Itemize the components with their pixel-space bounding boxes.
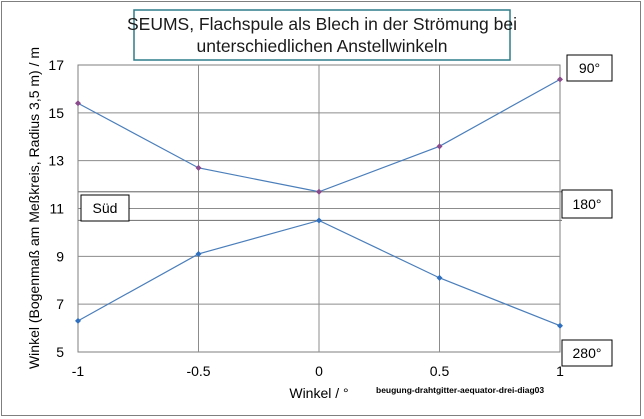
series-1-point-0 — [75, 317, 81, 324]
chart-title-line-1: SEUMS, Flachspule als Blech in der Ström… — [127, 14, 517, 34]
x-tick-label-0: -1 — [72, 363, 85, 379]
y-tick-label-2: 9 — [56, 248, 64, 264]
series-0-point-1 — [195, 164, 202, 171]
x-tick-label-1: -0.5 — [186, 363, 210, 379]
y-tick-label-3: 11 — [49, 201, 64, 217]
credit-text: beugung-drahtgitter-aequator-drei-diag03 — [376, 385, 544, 395]
label-sued: Süd — [93, 200, 118, 216]
y-tick-label-4: 13 — [48, 153, 64, 169]
x-tick-labels: -1 -0.5 0 0.5 1 — [72, 363, 564, 379]
reference-lines — [78, 191, 562, 222]
y-tick-label-0: 5 — [56, 344, 64, 360]
gridlines — [78, 65, 560, 352]
data-markers — [75, 76, 563, 329]
y-tick-label-6: 17 — [48, 57, 64, 73]
y-tick-labels: 5 7 9 11 13 15 17 — [48, 57, 64, 360]
label-90-box — [566, 54, 613, 82]
series-0-point-4 — [557, 76, 563, 83]
series-1-point-1 — [195, 250, 202, 257]
label-180: 180° — [573, 196, 602, 212]
y-axis-title: Winkel (Bogenmaß am Meßkreis, Radius 3,5… — [26, 47, 42, 369]
label-280: 280° — [573, 345, 602, 361]
label-sued-box — [80, 194, 130, 222]
chart-title-line-2: unterschiedlichen Anstellwinkeln — [197, 36, 448, 56]
series-1-point-2 — [316, 217, 322, 224]
series-1-point-4 — [557, 322, 563, 329]
x-tick-label-2: 0 — [315, 363, 323, 379]
series-1-point-3 — [436, 274, 443, 281]
series-0-point-2 — [316, 188, 322, 195]
y-tick-label-5: 15 — [48, 105, 64, 121]
label-180-box — [561, 189, 613, 219]
title-box — [133, 9, 511, 61]
series-0-point-0 — [75, 100, 81, 107]
y-tick-label-1: 7 — [56, 296, 64, 312]
series-0-point-3 — [436, 143, 443, 150]
x-axis-title: Winkel / ° — [289, 385, 348, 401]
x-tick-label-4: 1 — [556, 363, 564, 379]
x-tick-label-3: 0.5 — [430, 363, 450, 379]
label-90: 90° — [579, 60, 600, 76]
label-280-box — [561, 339, 613, 367]
